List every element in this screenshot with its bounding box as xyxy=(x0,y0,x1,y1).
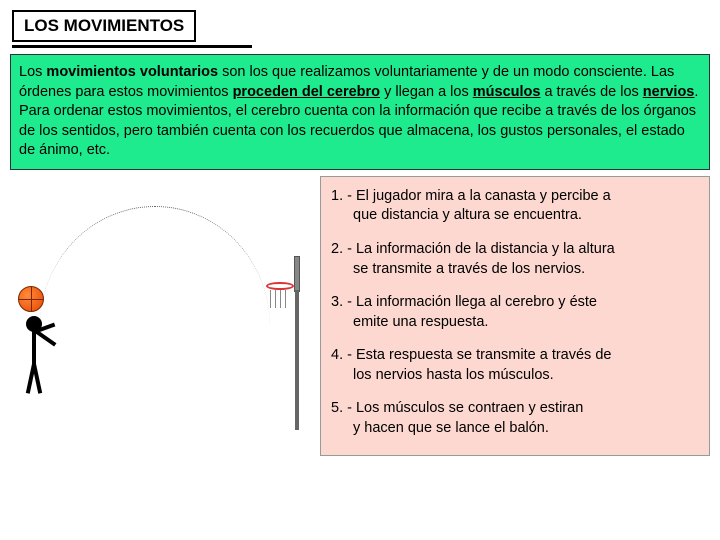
basketball-icon xyxy=(18,286,44,312)
step-3: 3. - La información llega al cerebro y é… xyxy=(331,293,699,332)
step-4: 4. - Esta respuesta se transmite a travé… xyxy=(331,346,699,385)
step-5-line1: 5. - Los músculos se contraen y estiran xyxy=(331,400,583,416)
intro-bold-1: movimientos voluntarios xyxy=(46,64,218,80)
step-2: 2. - La información de la distancia y la… xyxy=(331,240,699,279)
steps-panel: 1. - El jugador mira a la canasta y perc… xyxy=(320,176,710,456)
intro-text-pre: Los xyxy=(19,64,46,80)
net-icon xyxy=(268,290,290,308)
title-box: LOS MOVIMIENTOS xyxy=(12,10,196,42)
rim-icon xyxy=(266,282,294,290)
intro-bold-2: proceden del cerebro xyxy=(233,84,380,100)
step-1-line1: 1. - El jugador mira a la canasta y perc… xyxy=(331,188,611,204)
step-1-line2: que distancia y altura se encuentra. xyxy=(331,206,699,226)
title-underline xyxy=(12,45,252,48)
backboard-icon xyxy=(294,256,300,292)
trajectory-arc xyxy=(40,206,270,356)
intro-bold-3: músculos xyxy=(473,84,541,100)
step-3-line1: 3. - La información llega al cerebro y é… xyxy=(331,294,597,310)
intro-text-mid2: y llegan a los xyxy=(380,84,473,100)
lower-row: 1. - El jugador mira a la canasta y perc… xyxy=(10,176,710,456)
stick-figure xyxy=(24,316,54,396)
page-title: LOS MOVIMIENTOS xyxy=(24,16,184,35)
player-figure xyxy=(24,316,54,396)
illustration-panel xyxy=(10,176,320,456)
step-1: 1. - El jugador mira a la canasta y perc… xyxy=(331,187,699,226)
step-2-line2: se transmite a través de los nervios. xyxy=(331,260,699,280)
step-5: 5. - Los músculos se contraen y estiran … xyxy=(331,399,699,438)
intro-panel: Los movimientos voluntarios son los que … xyxy=(10,54,710,170)
step-5-line2: y hacen que se lance el balón. xyxy=(331,419,699,439)
pole-icon xyxy=(295,290,299,430)
step-3-line2: emite una respuesta. xyxy=(331,313,699,333)
step-2-line1: 2. - La información de la distancia y la… xyxy=(331,241,615,257)
intro-bold-4: nervios xyxy=(643,84,695,100)
step-4-line1: 4. - Esta respuesta se transmite a travé… xyxy=(331,347,611,363)
step-4-line2: los nervios hasta los músculos. xyxy=(331,366,699,386)
intro-text-mid3: a través de los xyxy=(540,84,642,100)
